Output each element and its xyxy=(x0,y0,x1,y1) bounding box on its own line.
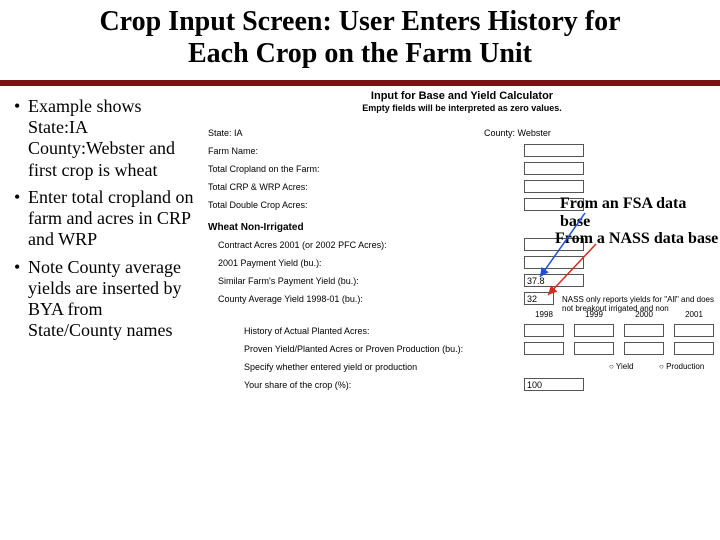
nass-arrow-line xyxy=(548,244,596,295)
fsa-arrow xyxy=(0,0,720,540)
fsa-arrow-line xyxy=(540,213,585,277)
